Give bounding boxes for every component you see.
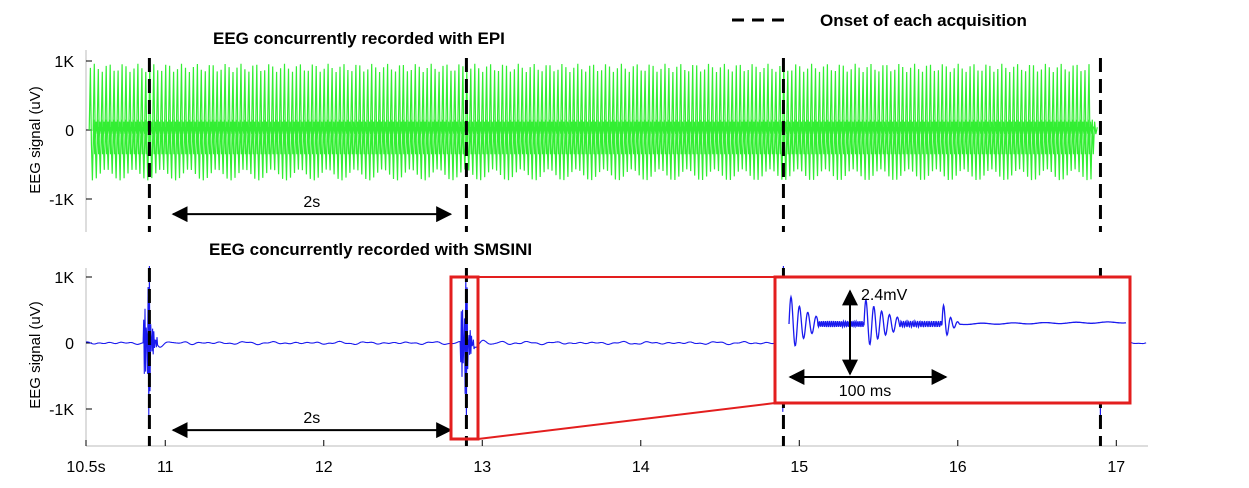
y-tick-label: 0 <box>65 123 74 140</box>
bottom-duration-annotation: 2s <box>171 410 453 439</box>
x-tick-label: 13 <box>473 459 491 476</box>
bottom-ylabel: EEG signal (uV) <box>27 301 44 409</box>
inset-time-label: 100 ms <box>839 383 891 400</box>
x-tick-label: 15 <box>790 459 808 476</box>
y-tick-label: -1K <box>49 192 74 209</box>
top-onsets <box>147 58 1102 232</box>
y-tick-label: 0 <box>65 336 74 353</box>
bottom-duration-label: 2s <box>303 410 320 427</box>
inset-amplitude-label: 2.4mV <box>861 287 908 304</box>
zoom-source-box <box>449 275 480 441</box>
top-title: EEG concurrently recorded with EPI <box>213 29 505 48</box>
bottom-title: EEG concurrently recorded with SMSINI <box>209 240 532 259</box>
x-tick-label: 12 <box>315 459 333 476</box>
y-tick-label: 1K <box>54 54 74 71</box>
top-duration-annotation: 2s <box>171 194 453 223</box>
top-yticks: 1K 0 -1K <box>49 54 92 209</box>
top-signal <box>88 63 1098 181</box>
top-series-line <box>88 63 1098 181</box>
zoom-connector-bottom <box>477 402 776 440</box>
zoom-callout: 2.4mV 100 ms <box>449 275 1132 441</box>
bottom-xticks: 10.5s 11 12 13 14 15 16 17 <box>66 440 1125 476</box>
x-tick-label: 16 <box>949 459 967 476</box>
chart-bottom: EEG concurrently recorded with SMSINI EE… <box>27 240 1148 476</box>
x-tick-label: 10.5s <box>66 459 105 476</box>
x-tick-label: 14 <box>632 459 650 476</box>
bottom-yticks: 1K 0 -1K <box>49 270 92 419</box>
top-duration-label: 2s <box>303 194 320 211</box>
zoom-inset-box <box>773 275 1132 405</box>
top-ylabel: EEG signal (uV) <box>27 86 44 194</box>
legend-label: Onset of each acquisition <box>820 11 1027 30</box>
y-tick-label: 1K <box>54 270 74 287</box>
legend: Onset of each acquisition <box>732 11 1027 30</box>
x-tick-label: 17 <box>1107 459 1125 476</box>
y-tick-label: -1K <box>49 402 74 419</box>
x-tick-label: 11 <box>157 459 174 476</box>
chart-top: EEG concurrently recorded with EPI EEG s… <box>27 29 1102 232</box>
